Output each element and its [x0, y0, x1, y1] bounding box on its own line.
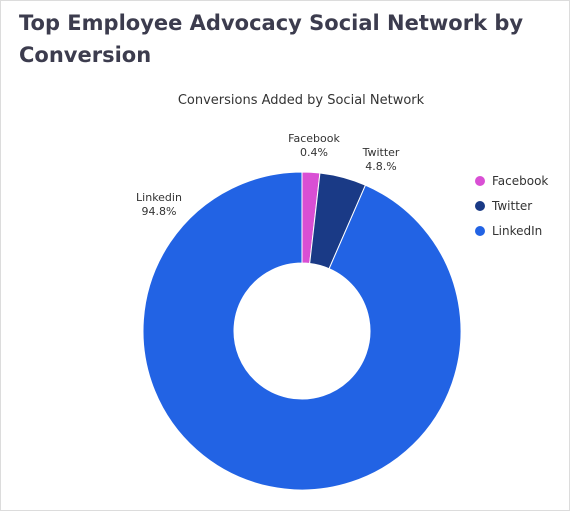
legend-item-linkedin[interactable]: LinkedIn	[475, 223, 548, 239]
slice-percent-twitter: 4.8.%	[365, 160, 396, 173]
slice-label-facebook: Facebook	[288, 132, 340, 145]
legend-swatch-twitter	[475, 201, 485, 211]
legend-swatch-linkedin	[475, 226, 485, 236]
legend-label-twitter: Twitter	[492, 199, 533, 213]
legend-label-facebook: Facebook	[492, 174, 549, 188]
chart-title: Conversions Added by Social Network	[177, 93, 425, 108]
slice-label-twitter: Twitter	[362, 146, 400, 159]
slice-percent-facebook: 0.4%	[300, 146, 328, 159]
legend-item-facebook[interactable]: Facebook	[475, 173, 548, 189]
slice-label-linkedin: Linkedin	[136, 191, 182, 204]
legend-label-linkedin: LinkedIn	[492, 224, 543, 238]
legend-swatch-facebook	[475, 176, 485, 186]
chart-legend: Facebook Twitter LinkedIn	[475, 173, 548, 248]
page-title: Top Employee Advocacy Social Network by …	[19, 11, 524, 67]
legend-item-twitter[interactable]: Twitter	[475, 198, 548, 214]
slice-percent-linkedin: 94.8%	[142, 205, 177, 218]
slice-linkedin[interactable]	[142, 171, 462, 491]
